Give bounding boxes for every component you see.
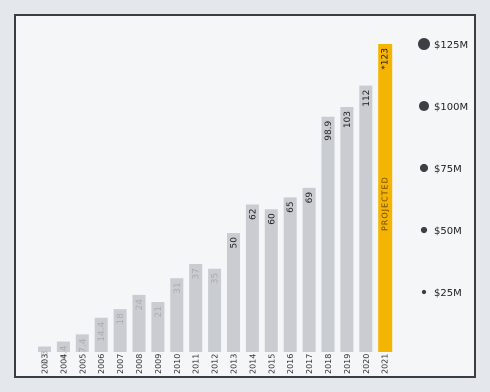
bar xyxy=(227,233,240,352)
x-tick-label: 2015 xyxy=(267,354,276,374)
bar xyxy=(38,346,51,352)
scale-label: $75M xyxy=(434,164,462,175)
chart-frame: 2.3 4.4 7.4 14.4 18 24 21 31 37 35 50 62 60 65 69 98.9 1… xyxy=(14,14,476,378)
scale-dot xyxy=(420,226,428,234)
x-tick-label: 2011 xyxy=(192,354,201,374)
bar-value-label: 24 xyxy=(135,299,145,311)
bar-value-label: *123 xyxy=(381,48,391,70)
bar xyxy=(321,116,335,352)
x-tick-label: 2021 xyxy=(381,354,390,374)
bar-chart: 2.3 4.4 7.4 14.4 18 24 21 31 37 35 50 62 60 65 69 98.9 1… xyxy=(38,38,468,374)
scale-label: $100M xyxy=(434,102,468,113)
bar-value-label: 112 xyxy=(362,90,372,107)
x-tick-label: 2005 xyxy=(78,354,87,374)
x-tick-label: 2012 xyxy=(211,354,220,374)
x-tick-label: 2018 xyxy=(324,354,333,374)
bar-value-label: 98.9 xyxy=(324,120,334,140)
bar xyxy=(302,187,316,352)
scale-label: $25M xyxy=(434,288,462,299)
bar-value-label: 4.4 xyxy=(59,345,69,360)
x-tick-label: 2004 xyxy=(59,354,68,374)
bar-value-label: 50 xyxy=(230,237,240,249)
bar xyxy=(189,263,203,352)
projected-label: PROJECTED xyxy=(381,176,390,231)
scale-dot xyxy=(419,163,429,173)
bar xyxy=(56,341,70,352)
x-tick-label: 2016 xyxy=(286,354,295,374)
scale-dot xyxy=(418,100,430,112)
bar-projected xyxy=(378,44,393,352)
bar xyxy=(94,317,108,352)
x-tick-label: 2003 xyxy=(41,354,50,374)
x-tick-label: 2010 xyxy=(173,354,182,374)
bar-value-label: 18 xyxy=(116,313,126,325)
x-tick-label: 2014 xyxy=(248,354,257,374)
bar-value-label: 37 xyxy=(192,268,202,279)
bar xyxy=(208,268,222,352)
x-tick-labels-group: 2003 2004 2005 2006 2007 2008 2009 2010 2011 2012… xyxy=(41,354,390,374)
bars-group xyxy=(38,44,393,353)
bar xyxy=(151,302,165,352)
bar xyxy=(113,309,127,352)
x-tick-label: 2006 xyxy=(97,354,106,374)
scale-dot xyxy=(421,289,427,295)
x-tick-label: 2019 xyxy=(343,354,352,374)
bar-value-label: 14.4 xyxy=(97,321,107,341)
scale-label: $125M xyxy=(434,40,468,51)
x-tick-label: 2008 xyxy=(135,354,144,374)
bar-value-label: 31 xyxy=(173,282,183,293)
bar xyxy=(264,209,278,352)
bar-value-label: 69 xyxy=(305,192,315,204)
scale-label: $50M xyxy=(434,226,462,237)
bar-value-label: 65 xyxy=(286,201,296,212)
x-tick-label: 2020 xyxy=(362,354,371,374)
scale-legend-group: $125M $100M $75M $50M $25M xyxy=(418,38,468,299)
scale-dot xyxy=(418,38,430,50)
bar xyxy=(245,204,259,352)
bar-value-label: 60 xyxy=(267,213,277,225)
bar xyxy=(75,334,89,352)
x-tick-label: 2017 xyxy=(305,354,314,374)
x-tick-label: 2007 xyxy=(116,354,125,374)
bar-value-label: 62 xyxy=(248,209,258,220)
bar xyxy=(283,197,297,352)
bar-labels-group: 2.3 4.4 7.4 14.4 18 24 21 31 37 35 50 62 60 65 69 98.9 1… xyxy=(41,48,391,365)
x-tick-label: 2013 xyxy=(230,354,239,374)
bar-value-label: 21 xyxy=(154,306,164,317)
bar xyxy=(132,294,146,352)
bar-value-label: 35 xyxy=(211,273,221,284)
bar xyxy=(170,278,184,352)
bar-value-label: 103 xyxy=(343,111,353,128)
bar-value-label: 2.3 xyxy=(41,351,51,365)
x-tick-label: 2009 xyxy=(154,354,163,374)
bar xyxy=(340,106,354,352)
bar-value-label: 7.4 xyxy=(78,338,88,353)
bar xyxy=(359,85,373,353)
